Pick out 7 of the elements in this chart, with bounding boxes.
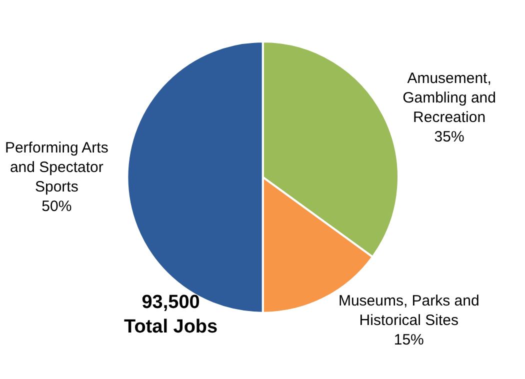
data-label: 50% [42, 198, 72, 215]
text: 93,500 Total Jobs [124, 292, 218, 338]
data-label: 15% [394, 331, 424, 348]
slice-label: Performing Arts and Spectator Sports [4, 139, 108, 196]
slice-label: Amusement, Gambling and Recreation [402, 70, 496, 126]
data-label: 35% [434, 128, 464, 146]
slice-label: Museums, Parks and Historical Sites [338, 292, 480, 329]
